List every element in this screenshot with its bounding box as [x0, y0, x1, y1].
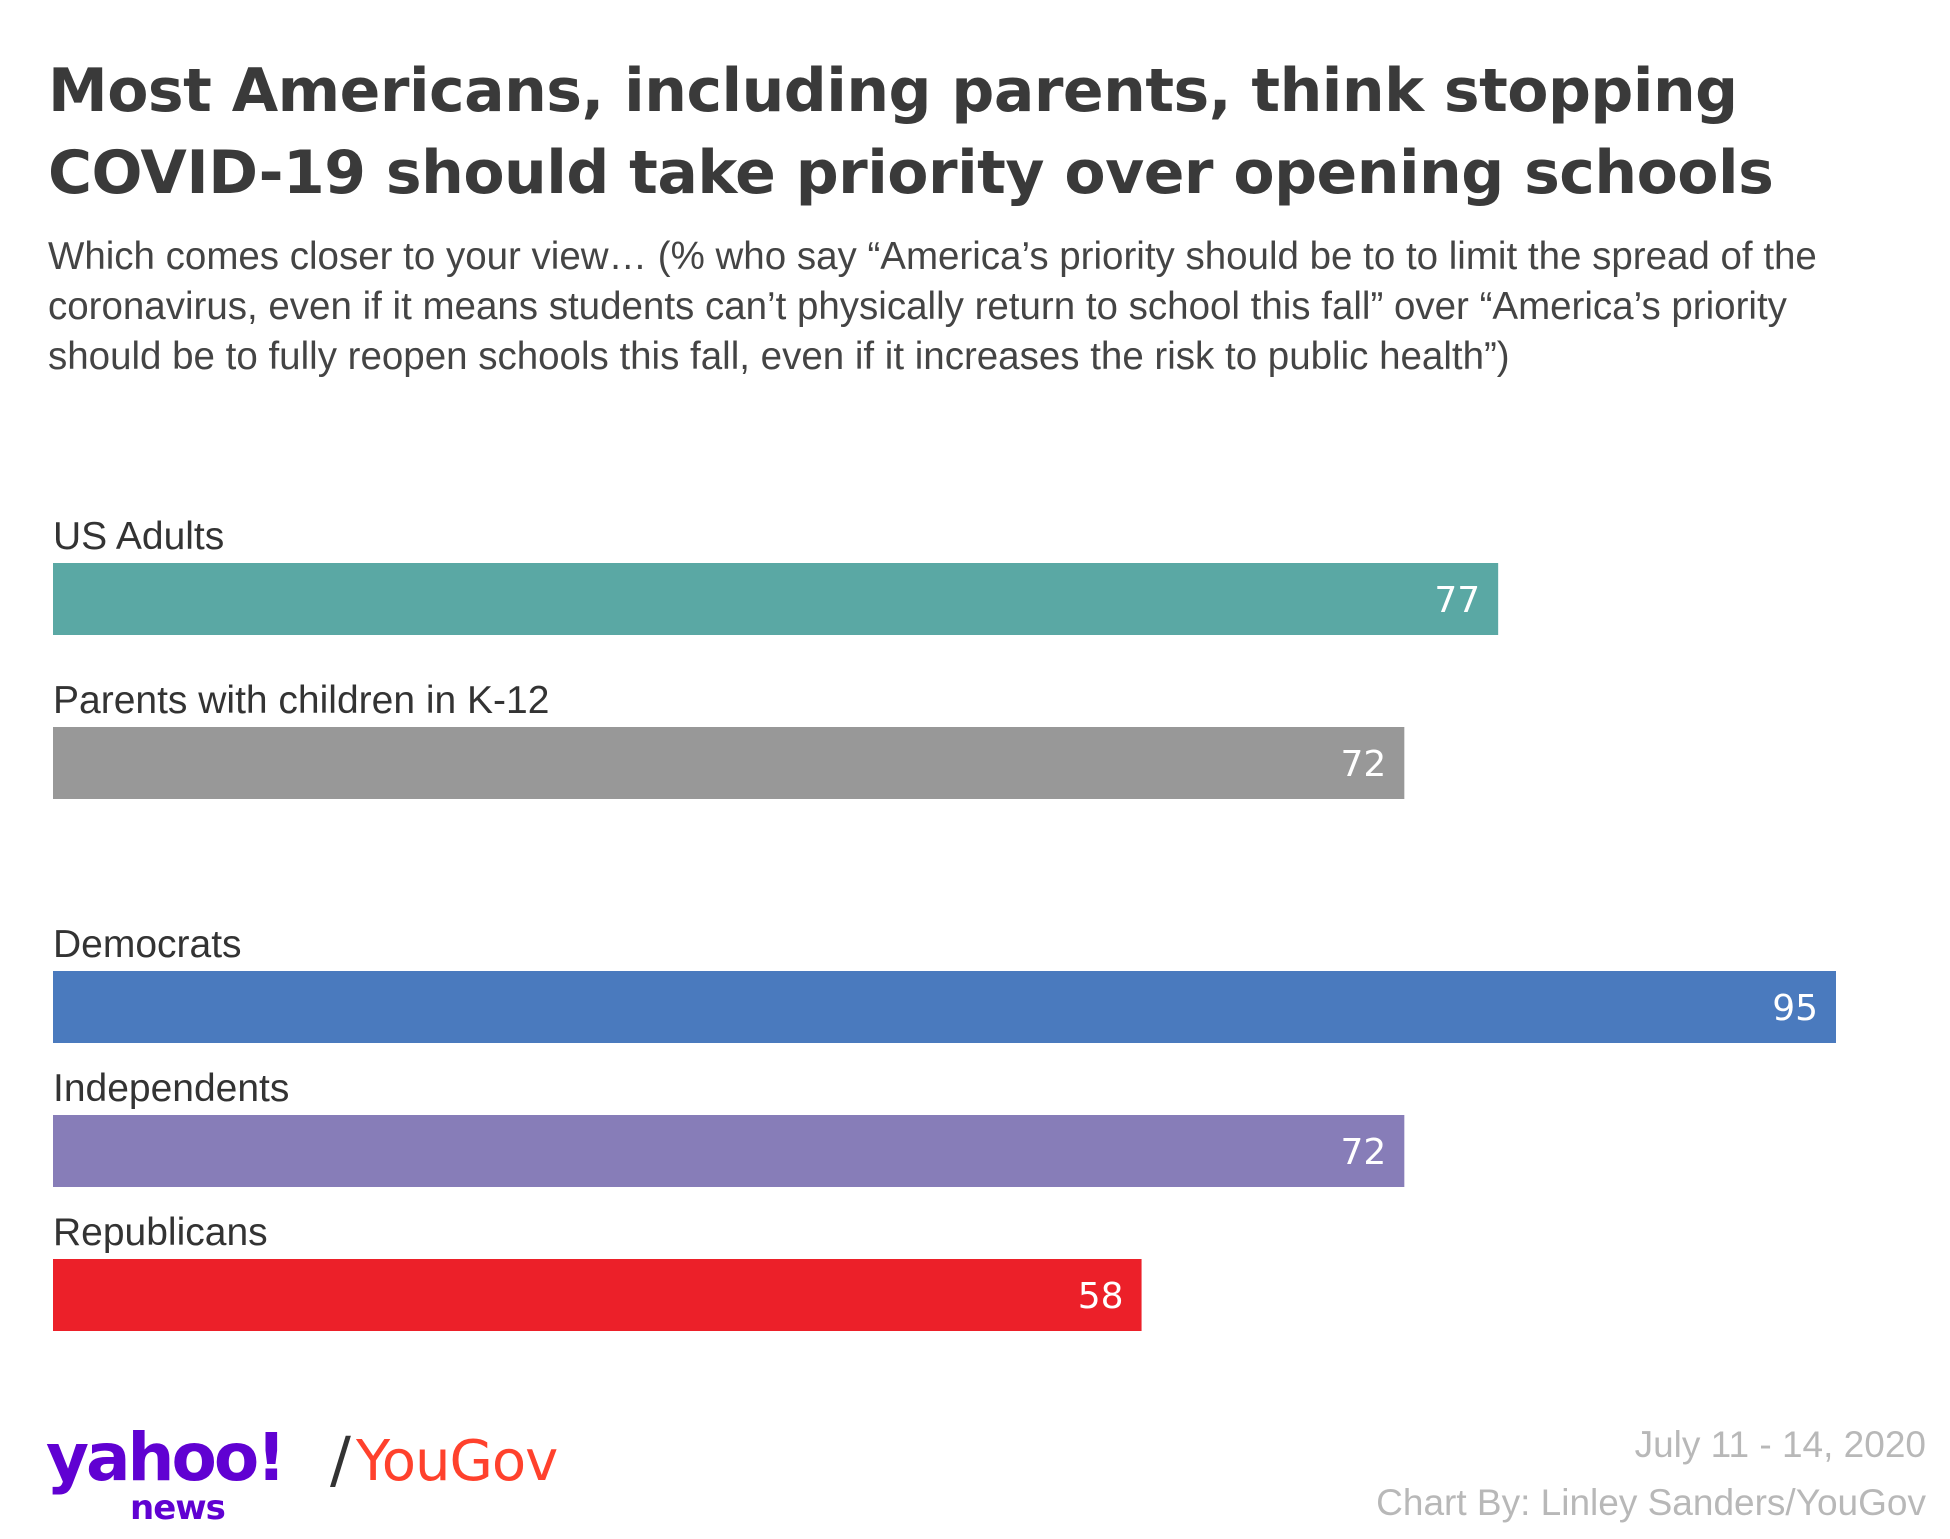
chart-title: Most Americans, including parents, think…: [48, 56, 1774, 208]
chart-byline: Chart By: Linley Sanders/YouGov: [1376, 1482, 1926, 1523]
category-label: Republicans: [53, 1211, 268, 1254]
news-wordmark: news: [130, 1488, 226, 1528]
bar: [53, 971, 1836, 1043]
logo-separator: /: [330, 1423, 351, 1496]
bar: [53, 1259, 1142, 1331]
bar: [53, 563, 1499, 635]
value-label: 77: [1434, 580, 1480, 621]
chart-subtitle: Which comes closer to your view… (% who …: [48, 235, 1817, 378]
yahoo-news-yougov-logo: yahoo! news / YouGov: [46, 1418, 646, 1528]
category-label: Democrats: [53, 923, 242, 966]
value-label: 58: [1078, 1276, 1124, 1317]
value-label: 72: [1341, 744, 1387, 785]
value-label: 72: [1341, 1132, 1387, 1173]
category-label: Independents: [53, 1067, 289, 1110]
survey-date: July 11 - 14, 2020: [1634, 1424, 1926, 1465]
category-label: US Adults: [53, 515, 224, 558]
bar-chart: US Adults 77 Parents with children in K-12…: [53, 515, 1836, 1331]
yahoo-wordmark: yahoo!: [46, 1419, 286, 1496]
yougov-wordmark: YouGov: [356, 1429, 558, 1494]
value-label: 95: [1772, 988, 1818, 1029]
bar: [53, 727, 1405, 799]
bar: [53, 1115, 1405, 1187]
category-label: Parents with children in K-12: [53, 679, 549, 722]
